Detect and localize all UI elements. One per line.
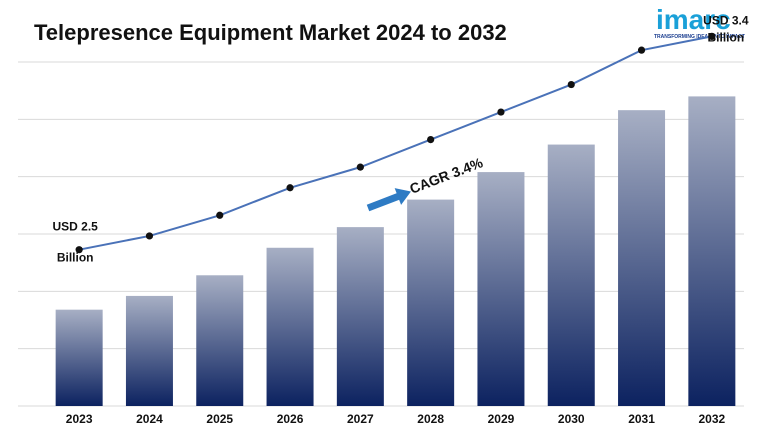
cagr-arrow-head (394, 188, 411, 205)
x-axis-ticks: 2023 2024 2025 2026 2027 2028 2029 2030 2031 2032 (66, 412, 726, 426)
imarc-logo: imarc TRANSFORMING IDEAS INTO IMPACT (650, 4, 754, 46)
x-tick-label: 2029 (488, 412, 515, 426)
bars (55, 96, 736, 407)
x-tick-label: 2023 (66, 412, 93, 426)
start-unit-label: Billion (57, 251, 94, 265)
cagr-arrow-icon (366, 188, 411, 212)
trend-marker-2026 (286, 184, 294, 192)
x-tick-label: 2030 (558, 412, 585, 426)
bar-2028 (407, 199, 455, 406)
logo-wordmark: imarc (656, 4, 731, 35)
trend-line-group (75, 32, 716, 254)
trend-marker-2032 (708, 32, 716, 41)
chart-title: Telepresence Equipment Market 2024 to 20… (34, 20, 507, 45)
x-tick-label: 2028 (417, 412, 444, 426)
trend-marker-2029 (497, 108, 505, 116)
trend-marker-2025 (216, 211, 224, 219)
trend-marker-2027 (356, 163, 364, 171)
x-tick-label: 2032 (698, 412, 725, 426)
bar-2031 (618, 110, 666, 406)
bar-2027 (336, 227, 384, 406)
logo-tagline: TRANSFORMING IDEAS INTO IMPACT (654, 34, 745, 40)
x-tick-label: 2026 (277, 412, 304, 426)
bar-2023 (55, 309, 103, 406)
bar-2025 (196, 275, 244, 406)
trend-marker-2028 (427, 136, 435, 144)
x-tick-label: 2031 (628, 412, 655, 426)
trend-marker-2030 (567, 80, 575, 89)
bar-2032 (688, 96, 736, 407)
x-tick-label: 2027 (347, 412, 374, 426)
x-tick-label: 2025 (206, 412, 233, 426)
bar-2026 (266, 247, 314, 406)
cagr-label: CAGR 3.4% (407, 154, 485, 197)
bar-2024 (125, 295, 173, 406)
x-tick-label: 2024 (136, 412, 163, 426)
bar-2029 (477, 172, 525, 406)
trend-marker-2023 (75, 246, 83, 254)
trend-line (78, 35, 713, 251)
trend-marker-2031 (637, 46, 646, 54)
end-unit-label: Billion (708, 30, 745, 44)
bar-2030 (547, 144, 595, 406)
cagr-arrow-shaft (366, 192, 401, 212)
start-value-label: USD 2.5 (52, 220, 98, 234)
trend-marker-2024 (145, 232, 154, 240)
end-value-label: USD 3.4 (703, 13, 749, 27)
